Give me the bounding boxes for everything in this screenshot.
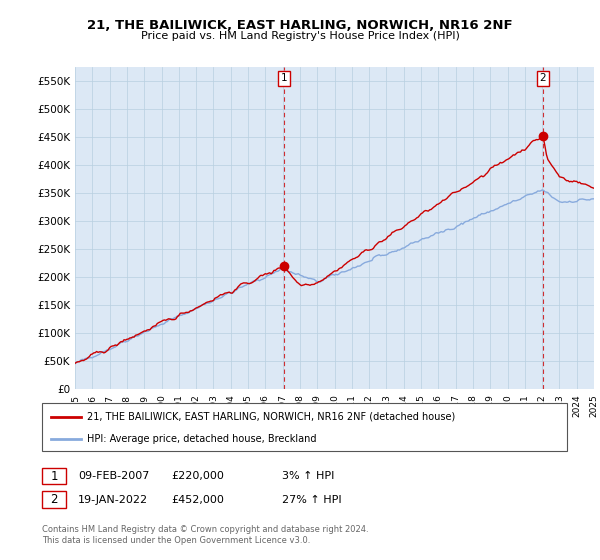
Text: £452,000: £452,000: [171, 494, 224, 505]
Text: 09-FEB-2007: 09-FEB-2007: [78, 471, 149, 481]
Text: 3% ↑ HPI: 3% ↑ HPI: [282, 471, 334, 481]
Text: 2: 2: [50, 493, 58, 506]
Text: 21, THE BAILIWICK, EAST HARLING, NORWICH, NR16 2NF (detached house): 21, THE BAILIWICK, EAST HARLING, NORWICH…: [87, 412, 455, 422]
Text: HPI: Average price, detached house, Breckland: HPI: Average price, detached house, Brec…: [87, 434, 317, 444]
Text: 19-JAN-2022: 19-JAN-2022: [78, 494, 148, 505]
Text: 1: 1: [50, 469, 58, 483]
Text: Price paid vs. HM Land Registry's House Price Index (HPI): Price paid vs. HM Land Registry's House …: [140, 31, 460, 41]
Text: 2: 2: [539, 73, 546, 83]
Text: 27% ↑ HPI: 27% ↑ HPI: [282, 494, 341, 505]
Text: 1: 1: [281, 73, 287, 83]
Text: £220,000: £220,000: [171, 471, 224, 481]
Text: 21, THE BAILIWICK, EAST HARLING, NORWICH, NR16 2NF: 21, THE BAILIWICK, EAST HARLING, NORWICH…: [87, 18, 513, 32]
Text: Contains HM Land Registry data © Crown copyright and database right 2024.
This d: Contains HM Land Registry data © Crown c…: [42, 525, 368, 545]
